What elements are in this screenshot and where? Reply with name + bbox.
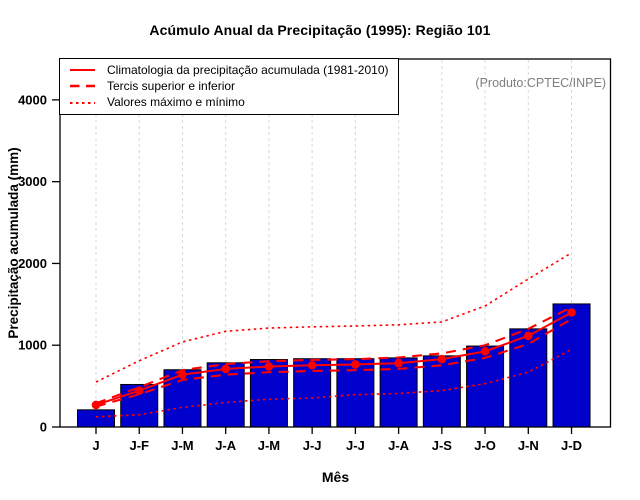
climatology-point — [394, 358, 403, 368]
legend-label: Climatologia da precipitação acumulada (… — [107, 62, 389, 77]
chart-title: Acúmulo Anual da Precipitação (1995): Re… — [149, 22, 491, 38]
bar — [509, 328, 548, 428]
y-tick-label: 1000 — [18, 338, 47, 353]
legend-label: Valores máximo e mínimo — [107, 95, 245, 110]
x-tick-label: J-M — [258, 438, 280, 453]
y-tick-label: 3000 — [18, 174, 47, 189]
x-tick-label: J-A — [215, 438, 237, 453]
series-line-solid — [95, 311, 573, 406]
series-line-dashed — [95, 306, 573, 405]
x-tick-label: J-A — [388, 438, 410, 453]
y-tick-label: 4000 — [18, 92, 47, 107]
series-line-dashed — [95, 318, 573, 408]
series-line-dotted — [95, 348, 572, 418]
bar — [552, 303, 591, 428]
climatology-point — [221, 364, 230, 374]
x-tick-label: J — [92, 438, 99, 453]
series-lines-group — [91, 252, 576, 418]
climatology-point — [178, 370, 187, 379]
gridlines-group — [95, 60, 573, 427]
x-tick-label: J-D — [561, 438, 582, 453]
x-tick-label: J-F — [129, 438, 149, 453]
legend-item-terciles: Tercis superior e inferior — [69, 78, 394, 93]
climatology-point — [351, 360, 360, 369]
solid-line-icon — [70, 69, 95, 72]
dashed-line-icon — [70, 85, 95, 88]
bar — [422, 355, 461, 428]
x-tick-label: J-S — [432, 438, 453, 453]
legend-label: Tercis superior e inferior — [107, 78, 236, 93]
climatology-point — [567, 308, 576, 317]
x-tick-label: J-M — [171, 438, 193, 453]
climatology-point — [480, 347, 490, 356]
x-tick-label: J-J — [303, 438, 322, 453]
climatology-point — [307, 360, 317, 370]
climatology-point — [134, 386, 144, 395]
x-tick-label: J-J — [346, 438, 365, 453]
legend-item-maxmin: Valores máximo e mínimo — [69, 96, 394, 109]
axes-ticks-group: 0 1000 2000 3000 4000 J J-F J-M J-A J-M J-J J-J J-A J… — [18, 92, 582, 453]
climatology-point — [524, 331, 533, 341]
y-tick-label: 0 — [40, 420, 47, 435]
x-tick-label: J-O — [474, 438, 496, 453]
bar — [77, 409, 115, 428]
y-tick-label: 2000 — [18, 256, 47, 271]
climatology-point — [91, 400, 101, 410]
legend-item-climatology: Climatologia da precipitação acumulada (… — [69, 62, 394, 77]
dotted-line-icon — [70, 101, 95, 104]
legend: Climatologia da precipitação acumulada (… — [59, 58, 399, 115]
x-tick-label: J-N — [518, 438, 539, 453]
y-axis-title: Precipitação acumulada (mm) — [6, 147, 21, 338]
product-watermark: (Produto:CPTEC/INPE) — [475, 76, 606, 90]
x-axis-title: Mês — [321, 469, 350, 485]
series-line-dotted — [95, 252, 572, 383]
climatology-point — [437, 354, 447, 364]
climatology-point — [264, 362, 274, 371]
